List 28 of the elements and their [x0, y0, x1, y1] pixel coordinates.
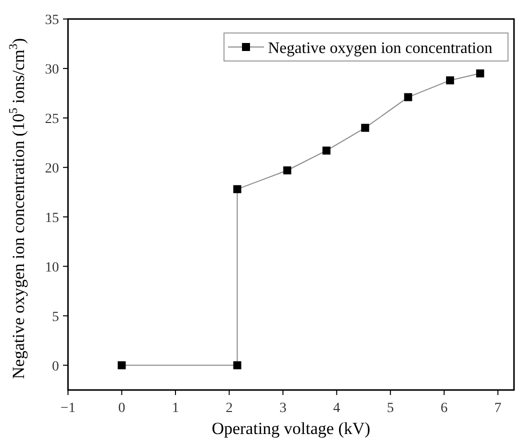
point	[476, 69, 484, 78]
point	[283, 166, 292, 174]
y-tick-label: 15	[45, 210, 59, 226]
x-tick-label: 0	[118, 401, 126, 416]
point	[446, 76, 454, 84]
legend-label: Negative oxygen ion concentration	[268, 40, 492, 57]
y-tick-label: 5	[52, 310, 59, 325]
x-tick-label: 6	[440, 401, 448, 416]
y-tick-label: 25	[45, 112, 59, 127]
y-tick-label: 20	[45, 161, 59, 176]
y-tick-label: 0	[52, 359, 59, 374]
x-tick-label: 3	[279, 401, 286, 416]
point	[118, 361, 126, 370]
y-tick-label: 30	[45, 62, 59, 78]
x-tick-label: 1	[172, 401, 179, 416]
x-tick-label: 5	[386, 401, 394, 416]
y-tick-label: 10	[45, 260, 59, 276]
x-tick-label: 2	[226, 401, 233, 416]
y-tick-label: 35	[45, 13, 59, 28]
x-tick-label: 4	[333, 401, 340, 416]
point	[322, 146, 330, 155]
point	[404, 93, 412, 102]
point	[233, 185, 242, 194]
x-tick-label: −1	[60, 401, 76, 416]
point	[361, 124, 370, 132]
point	[233, 361, 242, 370]
x-axis-title: Operating voltage (kV)	[212, 419, 370, 438]
x-tick-label: 7	[494, 401, 502, 416]
